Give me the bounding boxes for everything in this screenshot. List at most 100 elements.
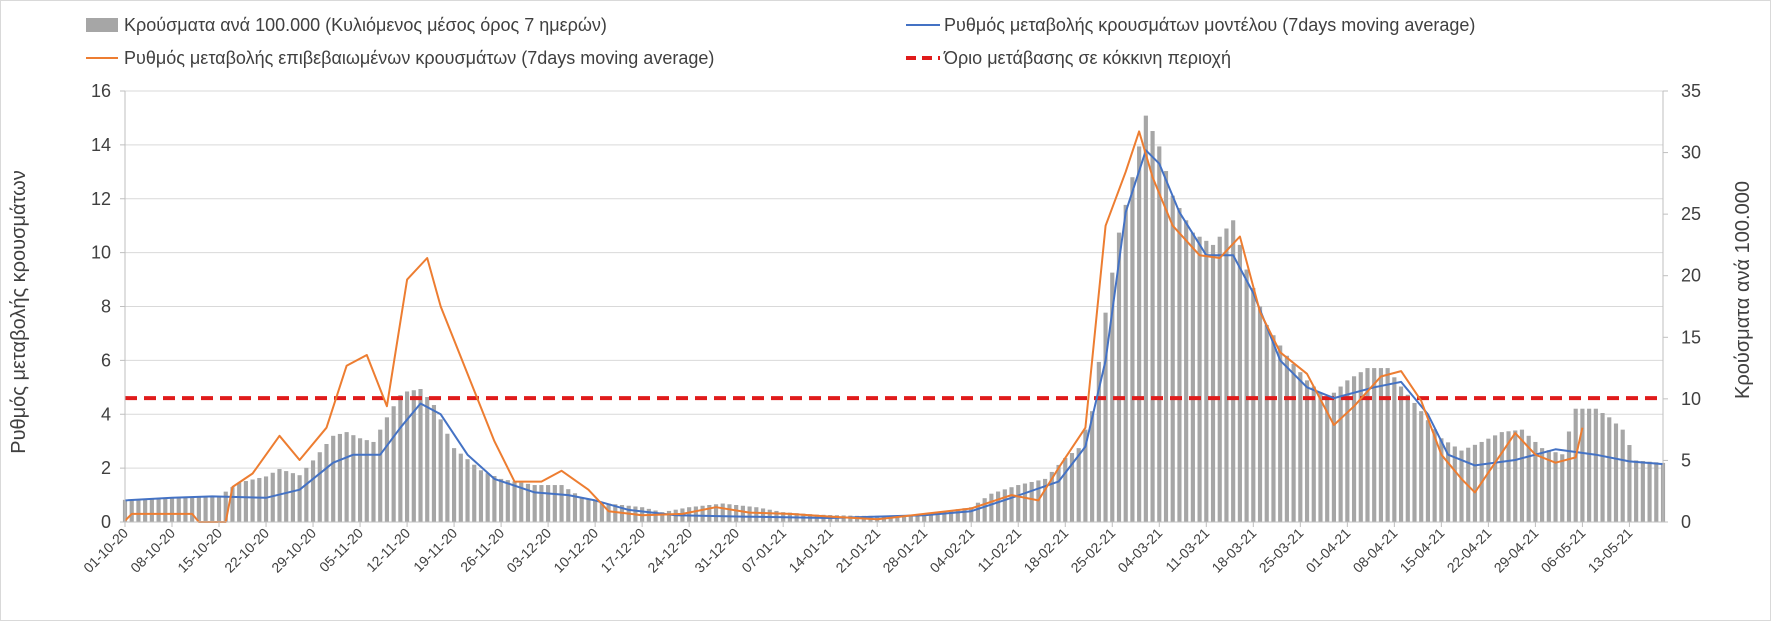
y-tick-label-left: 8 xyxy=(101,297,111,317)
bar xyxy=(586,498,591,522)
bar xyxy=(1446,442,1451,522)
bar xyxy=(707,505,712,522)
bar xyxy=(1278,345,1283,522)
bar xyxy=(304,467,309,522)
bar xyxy=(1372,368,1377,522)
bar xyxy=(1432,429,1437,522)
bar xyxy=(1647,461,1652,522)
bar xyxy=(908,514,913,522)
bar xyxy=(1607,417,1612,522)
legend-label-bars: Κρούσματα ανά 100.000 (Κυλιόμενος μέσος … xyxy=(124,15,607,35)
bar xyxy=(310,460,316,522)
bar xyxy=(962,508,967,522)
bar xyxy=(1338,386,1343,522)
bar xyxy=(1600,413,1605,522)
bar xyxy=(1063,457,1068,522)
legend-label-model: Ρυθμός μεταβολής κρουσμάτων μοντέλου (7d… xyxy=(944,15,1475,35)
bar xyxy=(955,509,960,522)
bar xyxy=(1439,438,1444,522)
bar xyxy=(505,480,510,522)
bar xyxy=(136,499,141,522)
bar xyxy=(1190,232,1195,522)
bar xyxy=(324,444,329,522)
bar xyxy=(727,504,732,522)
bar xyxy=(1096,361,1101,522)
confirmed-rate-line xyxy=(124,130,1584,523)
bar xyxy=(734,505,739,522)
y-tick-label-left: 6 xyxy=(101,350,111,370)
y-tick-label-left: 2 xyxy=(101,458,111,478)
bar xyxy=(1419,411,1424,522)
bar xyxy=(1029,481,1034,522)
bar xyxy=(653,510,658,522)
bar xyxy=(1022,483,1028,522)
legend-label-threshold: Όριο μετάβασης σε κόκκινη περιοχή xyxy=(943,48,1231,68)
bar xyxy=(767,509,772,522)
bar xyxy=(129,499,134,522)
bar xyxy=(1519,429,1525,522)
bar xyxy=(1083,429,1088,522)
line-series xyxy=(124,130,1664,523)
bar xyxy=(243,481,248,522)
bar xyxy=(297,475,302,522)
bar xyxy=(257,477,262,522)
bar xyxy=(337,433,342,522)
y-tick-label-right: 0 xyxy=(1681,512,1691,532)
bar xyxy=(203,496,208,522)
bar xyxy=(290,473,295,522)
bar xyxy=(754,507,759,522)
bar xyxy=(143,498,148,522)
bar xyxy=(1398,386,1404,522)
y-tick-label-left: 16 xyxy=(91,81,111,101)
bar xyxy=(1298,372,1303,522)
bar xyxy=(1634,460,1639,522)
bar xyxy=(1264,324,1269,522)
bar xyxy=(1405,394,1410,522)
bar xyxy=(512,481,517,522)
bar xyxy=(566,489,571,522)
bar xyxy=(465,459,470,522)
bar xyxy=(176,497,181,522)
bar xyxy=(1546,450,1551,522)
bar xyxy=(1331,392,1336,522)
bar xyxy=(1244,269,1249,522)
bar xyxy=(519,482,524,522)
bar xyxy=(969,507,974,522)
bar xyxy=(1009,487,1014,522)
bar xyxy=(270,472,275,522)
bar xyxy=(472,464,477,522)
bar xyxy=(1204,240,1209,523)
bar xyxy=(1425,420,1431,522)
bar xyxy=(1392,377,1397,522)
bar xyxy=(949,510,954,522)
bar xyxy=(747,506,752,522)
bar xyxy=(284,471,289,522)
bar xyxy=(539,485,544,522)
bar xyxy=(1231,220,1236,523)
bar xyxy=(606,503,611,522)
legend: Κρούσματα ανά 100.000 (Κυλιόμενος μέσος … xyxy=(86,15,1475,68)
bar xyxy=(1251,288,1256,522)
bar xyxy=(485,473,490,522)
bar xyxy=(499,478,504,522)
y-tick-label-right: 35 xyxy=(1681,81,1701,101)
bar xyxy=(1587,408,1592,522)
bar xyxy=(425,397,430,522)
bar xyxy=(216,496,222,522)
bar xyxy=(1325,398,1330,522)
bar xyxy=(935,512,940,522)
bar xyxy=(989,493,994,522)
bar xyxy=(250,479,255,522)
y-tick-label-right: 5 xyxy=(1681,450,1691,470)
bar xyxy=(452,448,457,522)
bar xyxy=(163,497,168,522)
bar xyxy=(848,515,853,522)
bar xyxy=(1090,411,1095,522)
bar xyxy=(438,419,443,522)
bar xyxy=(1499,432,1504,522)
bar xyxy=(404,391,410,522)
bar xyxy=(1540,448,1545,522)
bar xyxy=(841,515,846,522)
bar xyxy=(1116,232,1122,522)
bar xyxy=(1150,131,1155,522)
